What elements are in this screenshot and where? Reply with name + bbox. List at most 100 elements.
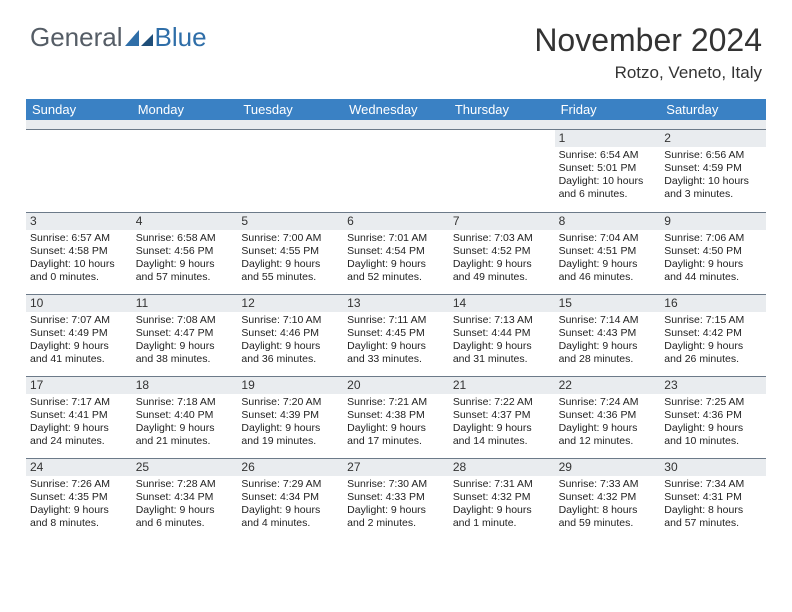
dow-tuesday: Tuesday [237, 99, 343, 120]
day-daylight: Daylight: 9 hours and 49 minutes. [453, 258, 551, 284]
day-number: 3 [26, 212, 132, 230]
day-details: Sunrise: 7:30 AMSunset: 4:33 PMDaylight:… [347, 478, 445, 531]
day-sunrise: Sunrise: 7:04 AM [559, 232, 657, 245]
day-details: Sunrise: 6:57 AMSunset: 4:58 PMDaylight:… [30, 232, 128, 285]
day-sunset: Sunset: 4:37 PM [453, 409, 551, 422]
day-cell: 20Sunrise: 7:21 AMSunset: 4:38 PMDayligh… [343, 376, 449, 458]
day-sunrise: Sunrise: 7:28 AM [136, 478, 234, 491]
day-cell: 10Sunrise: 7:07 AMSunset: 4:49 PMDayligh… [26, 294, 132, 376]
dow-saturday: Saturday [660, 99, 766, 120]
location: Rotzo, Veneto, Italy [534, 63, 762, 83]
day-details: Sunrise: 7:29 AMSunset: 4:34 PMDaylight:… [241, 478, 339, 531]
day-number: 29 [555, 458, 661, 476]
day-number: 4 [132, 212, 238, 230]
day-sunrise: Sunrise: 7:13 AM [453, 314, 551, 327]
day-daylight: Daylight: 9 hours and 28 minutes. [559, 340, 657, 366]
day-sunset: Sunset: 4:38 PM [347, 409, 445, 422]
day-number: 7 [449, 212, 555, 230]
day-sunrise: Sunrise: 7:01 AM [347, 232, 445, 245]
day-daylight: Daylight: 9 hours and 14 minutes. [453, 422, 551, 448]
day-daylight: Daylight: 9 hours and 8 minutes. [30, 504, 128, 530]
day-cell: 7Sunrise: 7:03 AMSunset: 4:52 PMDaylight… [449, 212, 555, 294]
week-row: 24 Sunrise: 7:26 AMSunset: 4:35 PMDayligh… [26, 458, 766, 540]
day-cell-blank [449, 130, 555, 212]
day-sunset: Sunset: 4:34 PM [136, 491, 234, 504]
day-sunrise: Sunrise: 7:03 AM [453, 232, 551, 245]
day-sunrise: Sunrise: 7:24 AM [559, 396, 657, 409]
day-cell: 9Sunrise: 7:06 AMSunset: 4:50 PMDaylight… [660, 212, 766, 294]
day-number: 15 [555, 294, 661, 312]
day-number: 24 [26, 458, 132, 476]
day-daylight: Daylight: 9 hours and 6 minutes. [136, 504, 234, 530]
day-details: Sunrise: 7:11 AMSunset: 4:45 PMDaylight:… [347, 314, 445, 367]
day-sunrise: Sunrise: 6:56 AM [664, 149, 762, 162]
dow-friday: Friday [555, 99, 661, 120]
week-row: 1Sunrise: 6:54 AMSunset: 5:01 PMDaylight… [26, 130, 766, 212]
day-number: 13 [343, 294, 449, 312]
day-sunset: Sunset: 4:58 PM [30, 245, 128, 258]
day-daylight: Daylight: 9 hours and 41 minutes. [30, 340, 128, 366]
day-cell: 21Sunrise: 7:22 AMSunset: 4:37 PMDayligh… [449, 376, 555, 458]
day-daylight: Daylight: 8 hours and 59 minutes. [559, 504, 657, 530]
day-sunset: Sunset: 4:36 PM [664, 409, 762, 422]
day-details: Sunrise: 7:26 AMSunset: 4:35 PMDaylight:… [30, 478, 128, 531]
day-sunset: Sunset: 4:55 PM [241, 245, 339, 258]
day-cell: 26Sunrise: 7:29 AMSunset: 4:34 PMDayligh… [237, 458, 343, 540]
day-sunrise: Sunrise: 7:18 AM [136, 396, 234, 409]
logo-text-general: General [30, 22, 123, 53]
day-sunrise: Sunrise: 7:31 AM [453, 478, 551, 491]
day-daylight: Daylight: 9 hours and 10 minutes. [664, 422, 762, 448]
day-sunrise: Sunrise: 7:17 AM [30, 396, 128, 409]
day-sunrise: Sunrise: 7:29 AM [241, 478, 339, 491]
day-cell: 27Sunrise: 7:30 AMSunset: 4:33 PMDayligh… [343, 458, 449, 540]
day-cell: 24 Sunrise: 7:26 AMSunset: 4:35 PMDayligh… [26, 458, 132, 540]
day-details: Sunrise: 7:33 AMSunset: 4:32 PMDaylight:… [559, 478, 657, 531]
day-number: 18 [132, 376, 238, 394]
day-cell: 8Sunrise: 7:04 AMSunset: 4:51 PMDaylight… [555, 212, 661, 294]
day-cell-blank [132, 130, 238, 212]
day-details: Sunrise: 7:15 AMSunset: 4:42 PMDaylight:… [664, 314, 762, 367]
day-daylight: Daylight: 9 hours and 52 minutes. [347, 258, 445, 284]
day-cell: 14Sunrise: 7:13 AMSunset: 4:44 PMDayligh… [449, 294, 555, 376]
day-sunrise: Sunrise: 6:57 AM [30, 232, 128, 245]
day-cell: 12Sunrise: 7:10 AMSunset: 4:46 PMDayligh… [237, 294, 343, 376]
day-number: 20 [343, 376, 449, 394]
day-cell: 22Sunrise: 7:24 AMSunset: 4:36 PMDayligh… [555, 376, 661, 458]
day-sunset: Sunset: 4:46 PM [241, 327, 339, 340]
week-row: 10Sunrise: 7:07 AMSunset: 4:49 PMDayligh… [26, 294, 766, 376]
day-details: Sunrise: 7:08 AMSunset: 4:47 PMDaylight:… [136, 314, 234, 367]
day-daylight: Daylight: 9 hours and 46 minutes. [559, 258, 657, 284]
day-daylight: Daylight: 9 hours and 31 minutes. [453, 340, 551, 366]
day-daylight: Daylight: 10 hours and 3 minutes. [664, 175, 762, 201]
day-details: Sunrise: 6:54 AMSunset: 5:01 PMDaylight:… [559, 149, 657, 202]
day-cell: 13 Sunrise: 7:11 AMSunset: 4:45 PMDayligh… [343, 294, 449, 376]
day-details: Sunrise: 7:01 AMSunset: 4:54 PMDaylight:… [347, 232, 445, 285]
day-sunset: Sunset: 4:34 PM [241, 491, 339, 504]
logo-text-blue: Blue [155, 22, 207, 53]
day-cell: 25Sunrise: 7:28 AMSunset: 4:34 PMDayligh… [132, 458, 238, 540]
day-number: 2 [660, 130, 766, 147]
day-sunrise: Sunrise: 7:25 AM [664, 396, 762, 409]
dow-sunday: Sunday [26, 99, 132, 120]
day-details: Sunrise: 7:24 AMSunset: 4:36 PMDaylight:… [559, 396, 657, 449]
day-number: 11 [132, 294, 238, 312]
dow-wednesday: Wednesday [343, 99, 449, 120]
day-cell: 17Sunrise: 7:17 AMSunset: 4:41 PMDayligh… [26, 376, 132, 458]
day-daylight: Daylight: 10 hours and 0 minutes. [30, 258, 128, 284]
calendar: SundayMondayTuesdayWednesdayThursdayFrid… [26, 99, 766, 540]
day-details: Sunrise: 7:14 AMSunset: 4:43 PMDaylight:… [559, 314, 657, 367]
day-sunset: Sunset: 4:49 PM [30, 327, 128, 340]
day-details: Sunrise: 7:06 AMSunset: 4:50 PMDaylight:… [664, 232, 762, 285]
title-block: November 2024 Rotzo, Veneto, Italy [534, 22, 762, 83]
day-details: Sunrise: 7:17 AMSunset: 4:41 PMDaylight:… [30, 396, 128, 449]
day-sunset: Sunset: 4:50 PM [664, 245, 762, 258]
day-sunrise: Sunrise: 7:21 AM [347, 396, 445, 409]
day-number: 21 [449, 376, 555, 394]
day-daylight: Daylight: 9 hours and 4 minutes. [241, 504, 339, 530]
day-cell: 4Sunrise: 6:58 AMSunset: 4:56 PMDaylight… [132, 212, 238, 294]
day-daylight: Daylight: 9 hours and 33 minutes. [347, 340, 445, 366]
day-cell: 18Sunrise: 7:18 AMSunset: 4:40 PMDayligh… [132, 376, 238, 458]
day-sunset: Sunset: 4:36 PM [559, 409, 657, 422]
day-of-week-header: SundayMondayTuesdayWednesdayThursdayFrid… [26, 99, 766, 120]
day-cell: 29 Sunrise: 7:33 AMSunset: 4:32 PMDayligh… [555, 458, 661, 540]
